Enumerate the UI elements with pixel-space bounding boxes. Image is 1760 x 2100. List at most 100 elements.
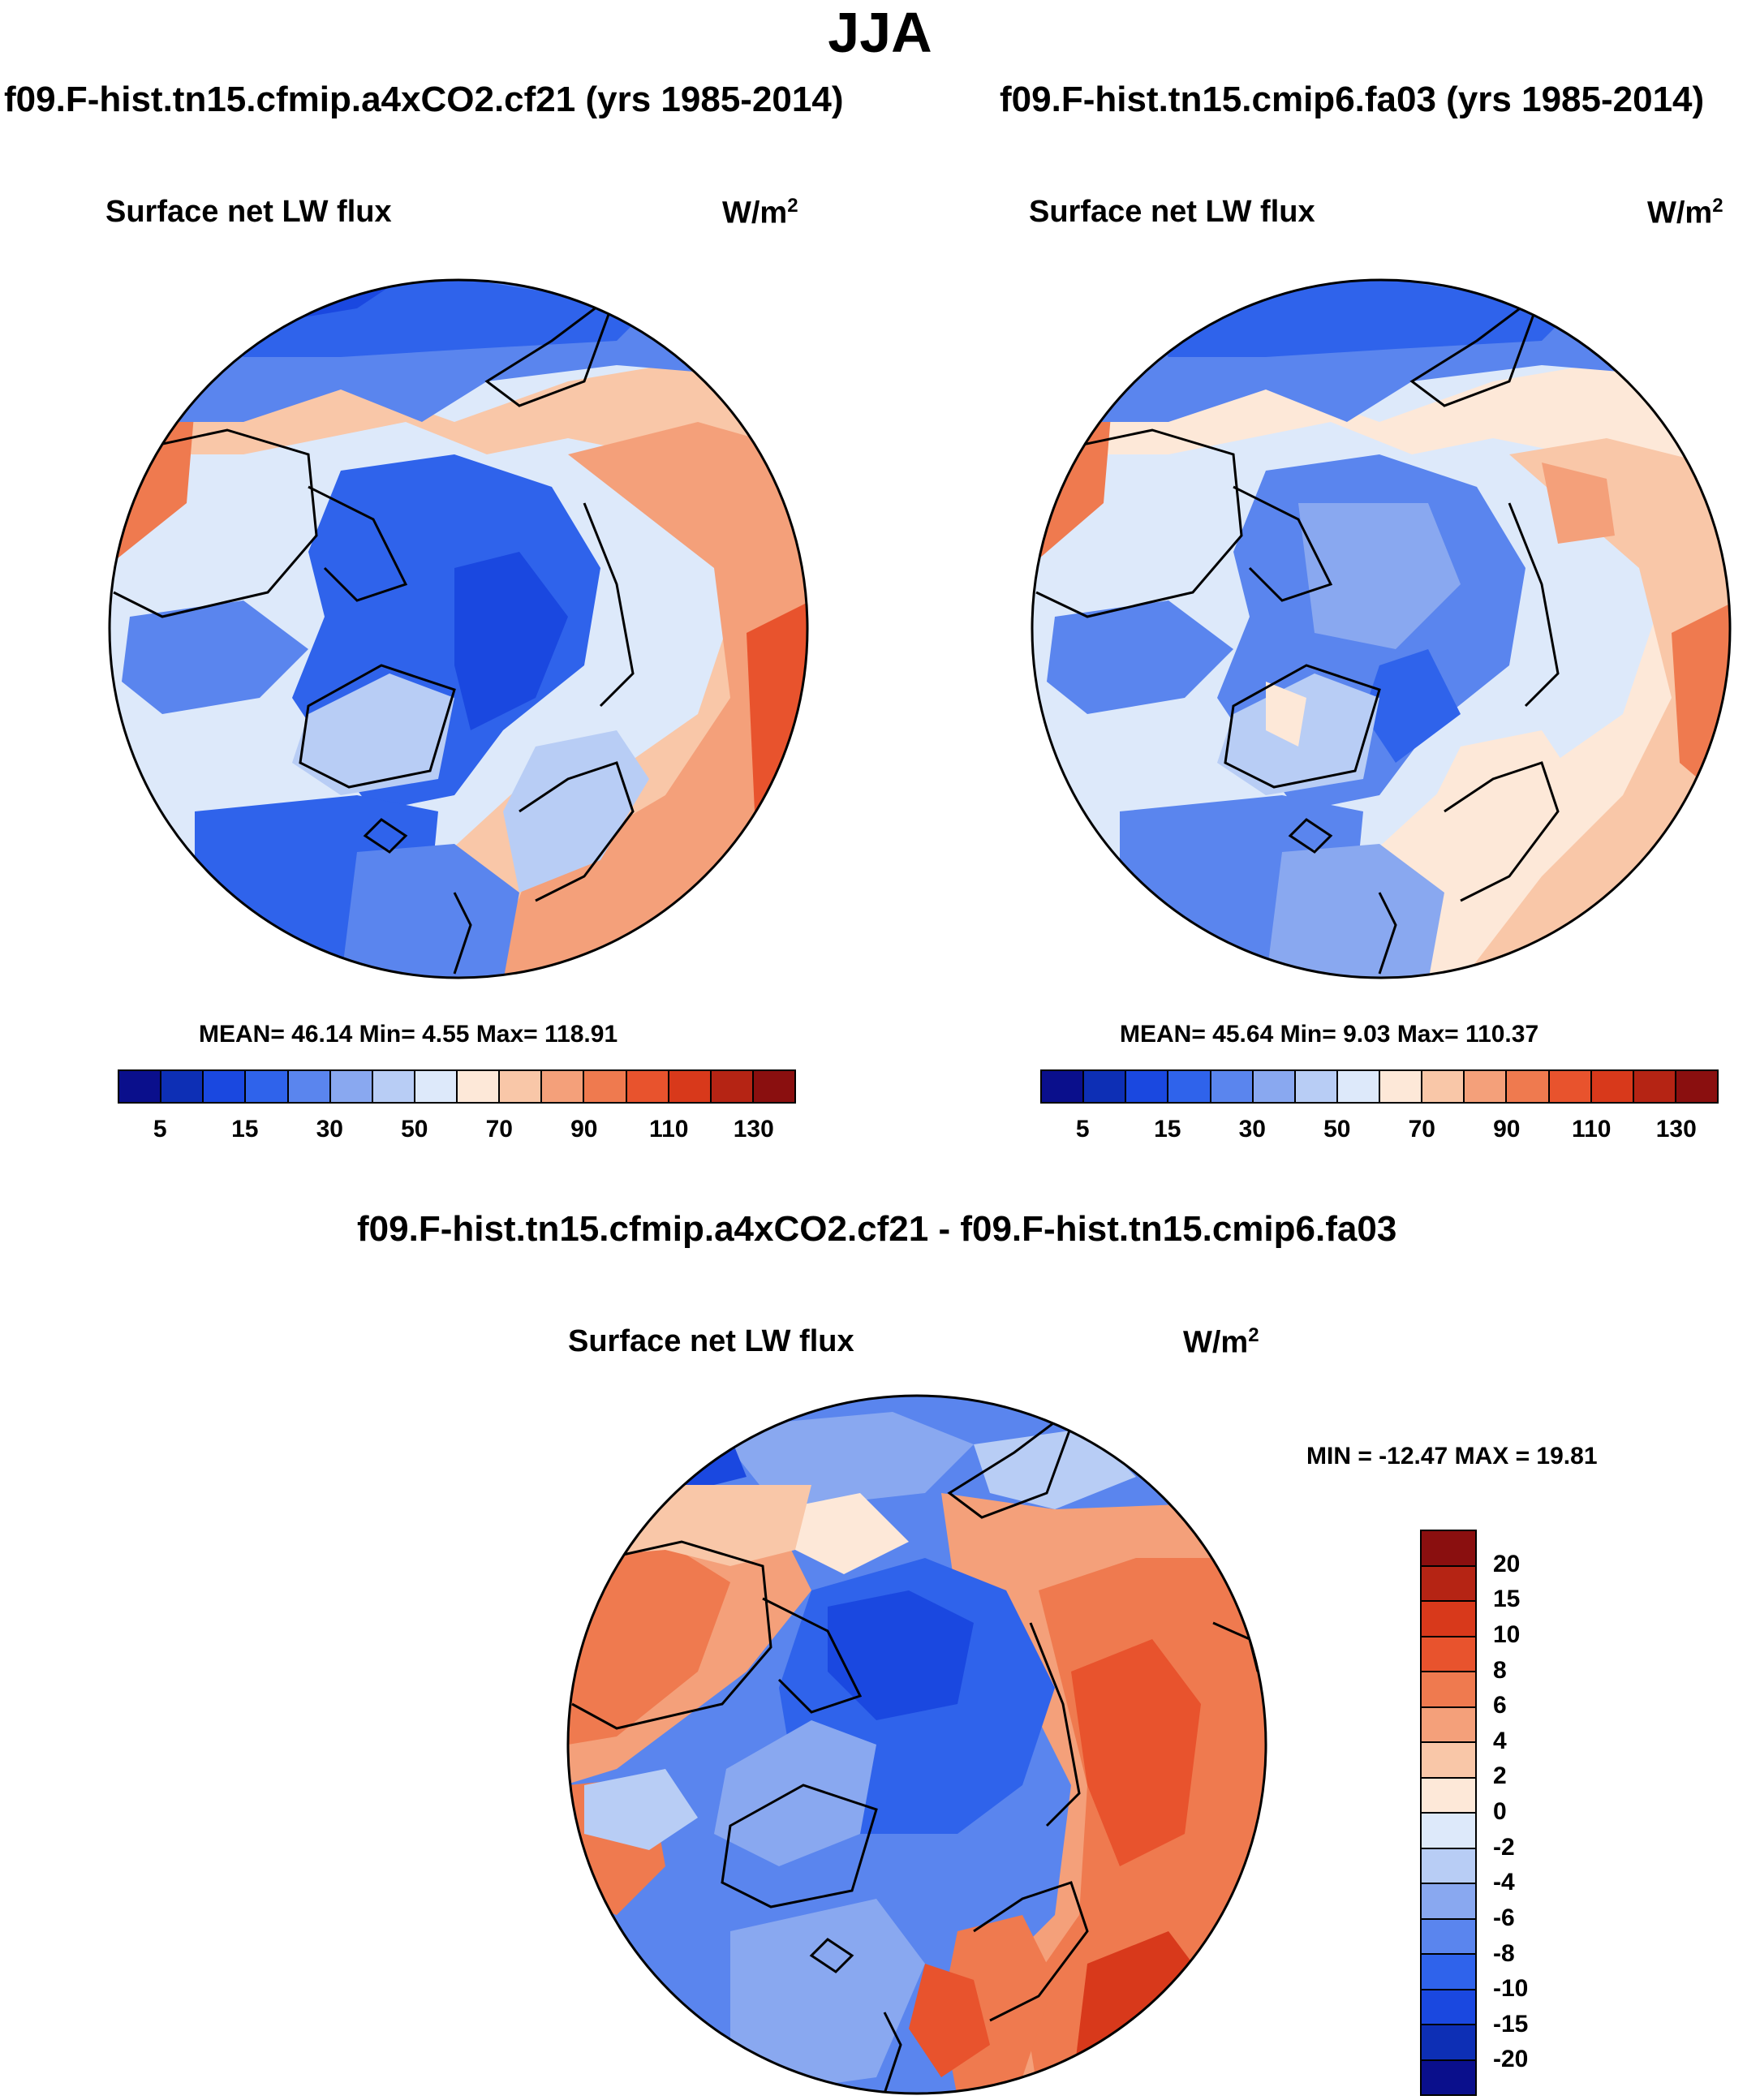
diff-colorbar-tick-label: 4	[1493, 1727, 1507, 1754]
diff-colorbar-tick-label: -8	[1493, 1939, 1515, 1967]
panel2-colorbar-color-swatch	[1253, 1071, 1296, 1102]
diff-colorbar-color-swatch	[1422, 1955, 1475, 1990]
panel1-variable-label: Surface net LW flux	[105, 195, 392, 229]
panel1-colorbar-color-swatch	[372, 1071, 415, 1102]
diff-colorbar-tick-label: 20	[1493, 1550, 1521, 1577]
diff-colorbar-ticks: 20 15 10 8 6 4 2 0 -2 -4 -6 -8 -10 -15 -20	[1493, 1530, 1558, 2096]
panel2-colorbar-color-swatch	[1337, 1071, 1380, 1102]
panel2-colorbar-tick-label: 30	[1238, 1116, 1266, 1143]
panel1-colorbar-color-swatch	[711, 1071, 754, 1102]
panel2-colorbar-color-swatch	[1126, 1071, 1169, 1102]
panel2-colorbar-tick-label: 15	[1154, 1116, 1181, 1143]
panel1-units-label: W/m2	[722, 195, 798, 230]
panel2-colorbar-color-swatch	[1168, 1071, 1211, 1102]
panel1-colorbar-tick-label: 50	[401, 1116, 428, 1143]
panel1-colorbar-color-swatch	[161, 1071, 204, 1102]
panel2-units-label: W/m2	[1647, 195, 1723, 230]
panel2-colorbar-color-swatch	[1633, 1071, 1676, 1102]
diff-colorbar-color-swatch	[1422, 1848, 1475, 1884]
diff-colorbar-color-swatch	[1422, 2060, 1475, 2094]
panel1-colorbar-tick-label: 30	[316, 1116, 343, 1143]
diff-case-title: f09.F-hist.tn15.cfmip.a4xCO2.cf21 - f09.…	[357, 1209, 1397, 1249]
diff-colorbar-tick-label: 2	[1493, 1762, 1507, 1790]
diff-colorbar-tick-label: -15	[1493, 2010, 1529, 2038]
panel1-colorbar-tick-label: 90	[570, 1116, 598, 1143]
panel2-colorbar	[1040, 1069, 1719, 1104]
panel1-colorbar-tick-label: 110	[649, 1116, 689, 1143]
panel1-colorbar-color-swatch	[626, 1071, 669, 1102]
panel1-colorbar-tick-label: 130	[733, 1116, 774, 1143]
diff-colorbar	[1420, 1530, 1477, 2096]
diff-colorbar-color-swatch	[1422, 1566, 1475, 1602]
diff-colorbar-color-swatch	[1422, 1707, 1475, 1743]
panel1-colorbar-tick-label: 70	[485, 1116, 513, 1143]
panel1-colorbar-color-swatch	[246, 1071, 289, 1102]
panel2-colorbar-color-swatch	[1295, 1071, 1338, 1102]
panel1-colorbar	[118, 1069, 796, 1104]
panel1-colorbar-color-swatch	[542, 1071, 585, 1102]
diff-colorbar-tick-label: -4	[1493, 1869, 1515, 1896]
figure-title: JJA	[828, 1, 932, 64]
diff-colorbar-color-swatch	[1422, 1990, 1475, 2025]
panel2-colorbar-color-swatch	[1422, 1071, 1465, 1102]
panel2-colorbar-tick-label: 70	[1408, 1116, 1435, 1143]
panel2-variable-label: Surface net LW flux	[1029, 195, 1315, 229]
panel1-colorbar-color-swatch	[669, 1071, 712, 1102]
panel2-stats: MEAN= 45.64 Min= 9.03 Max= 110.37	[1120, 1021, 1539, 1048]
diff-colorbar-tick-label: 6	[1493, 1692, 1507, 1719]
diff-colorbar-tick-label: 0	[1493, 1798, 1507, 1825]
panel2-colorbar-color-swatch	[1380, 1071, 1423, 1102]
panel2-colorbar-color-swatch	[1507, 1071, 1550, 1102]
panel1-colorbar-color-swatch	[415, 1071, 458, 1102]
panel1-colorbar-tick-label: 5	[153, 1116, 167, 1143]
panel1-colorbar-ticks: 5 15 30 50 70 90 110 130	[118, 1116, 796, 1148]
diff-colorbar-tick-label: -10	[1493, 1975, 1529, 2003]
diff-colorbar-tick-label: 10	[1493, 1620, 1521, 1648]
panel2-colorbar-color-swatch	[1549, 1071, 1592, 1102]
panel1-colorbar-color-swatch	[288, 1071, 331, 1102]
diff-colorbar-color-swatch	[1422, 1814, 1475, 1849]
panel2-colorbar-color-swatch	[1465, 1071, 1508, 1102]
diff-colorbar-tick-label: -6	[1493, 1904, 1515, 1931]
diff-colorbar-color-swatch	[1422, 1531, 1475, 1567]
diff-colorbar-color-swatch	[1422, 2025, 1475, 2061]
panel1-colorbar-color-swatch	[753, 1071, 794, 1102]
panel2-colorbar-tick-label: 5	[1075, 1116, 1090, 1143]
panel1-case-title: f09.F-hist.tn15.cfmip.a4xCO2.cf21 (yrs 1…	[4, 80, 844, 119]
diff-colorbar-tick-label: -2	[1493, 1833, 1515, 1861]
panel2-colorbar-color-swatch	[1042, 1071, 1085, 1102]
panel2-colorbar-tick-label: 50	[1323, 1116, 1351, 1143]
diff-colorbar-color-swatch	[1422, 1637, 1475, 1672]
panel1-colorbar-color-swatch	[458, 1071, 501, 1102]
panel2-colorbar-color-swatch	[1591, 1071, 1634, 1102]
diff-colorbar-color-swatch	[1422, 1672, 1475, 1708]
diff-colorbar-color-swatch	[1422, 1884, 1475, 1920]
panel2-colorbar-color-swatch	[1084, 1071, 1127, 1102]
panel1-stats: MEAN= 46.14 Min= 4.55 Max= 118.91	[199, 1021, 618, 1048]
diff-colorbar-tick-label: -20	[1493, 2046, 1529, 2073]
diff-variable-label: Surface net LW flux	[568, 1324, 854, 1358]
diff-colorbar-color-swatch	[1422, 1743, 1475, 1779]
panel2-colorbar-tick-label: 130	[1655, 1116, 1697, 1143]
diff-units-label: W/m2	[1183, 1324, 1259, 1360]
panel1-colorbar-color-swatch	[204, 1071, 247, 1102]
panel2-colorbar-color-swatch	[1676, 1071, 1717, 1102]
diff-minmax-stats: MIN = -12.47 MAX = 19.81	[1306, 1443, 1598, 1470]
panel1-colorbar-color-swatch	[119, 1071, 162, 1102]
panel2-colorbar-color-swatch	[1211, 1071, 1254, 1102]
panel2-colorbar-tick-label: 90	[1493, 1116, 1521, 1143]
diff-colorbar-tick-label: 8	[1493, 1656, 1507, 1684]
panel1-colorbar-color-swatch	[500, 1071, 543, 1102]
diff-colorbar-color-swatch	[1422, 1919, 1475, 1955]
panel2-colorbar-ticks: 5 15 30 50 70 90 110 130	[1040, 1116, 1719, 1148]
diff-colorbar-color-swatch	[1422, 1778, 1475, 1814]
diff-colorbar-tick-label: 15	[1493, 1586, 1521, 1613]
diff-colorbar-color-swatch	[1422, 1602, 1475, 1637]
panel1-colorbar-color-swatch	[584, 1071, 627, 1102]
panel2-colorbar-tick-label: 110	[1572, 1116, 1612, 1143]
panel2-case-title: f09.F-hist.tn15.cmip6.fa03 (yrs 1985-201…	[1000, 80, 1705, 119]
panel1-colorbar-tick-label: 15	[231, 1116, 259, 1143]
